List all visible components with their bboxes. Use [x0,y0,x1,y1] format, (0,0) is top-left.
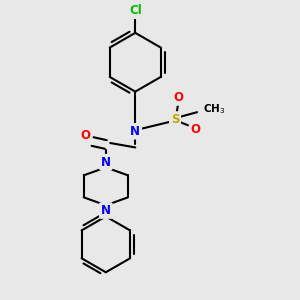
Text: N: N [101,156,111,169]
Text: N: N [130,125,140,138]
Text: CH$_3$: CH$_3$ [203,102,226,116]
Text: O: O [190,123,201,136]
Text: O: O [80,129,90,142]
Text: O: O [173,91,183,104]
Text: S: S [171,113,179,126]
Text: N: N [101,204,111,217]
Text: Cl: Cl [129,4,142,17]
